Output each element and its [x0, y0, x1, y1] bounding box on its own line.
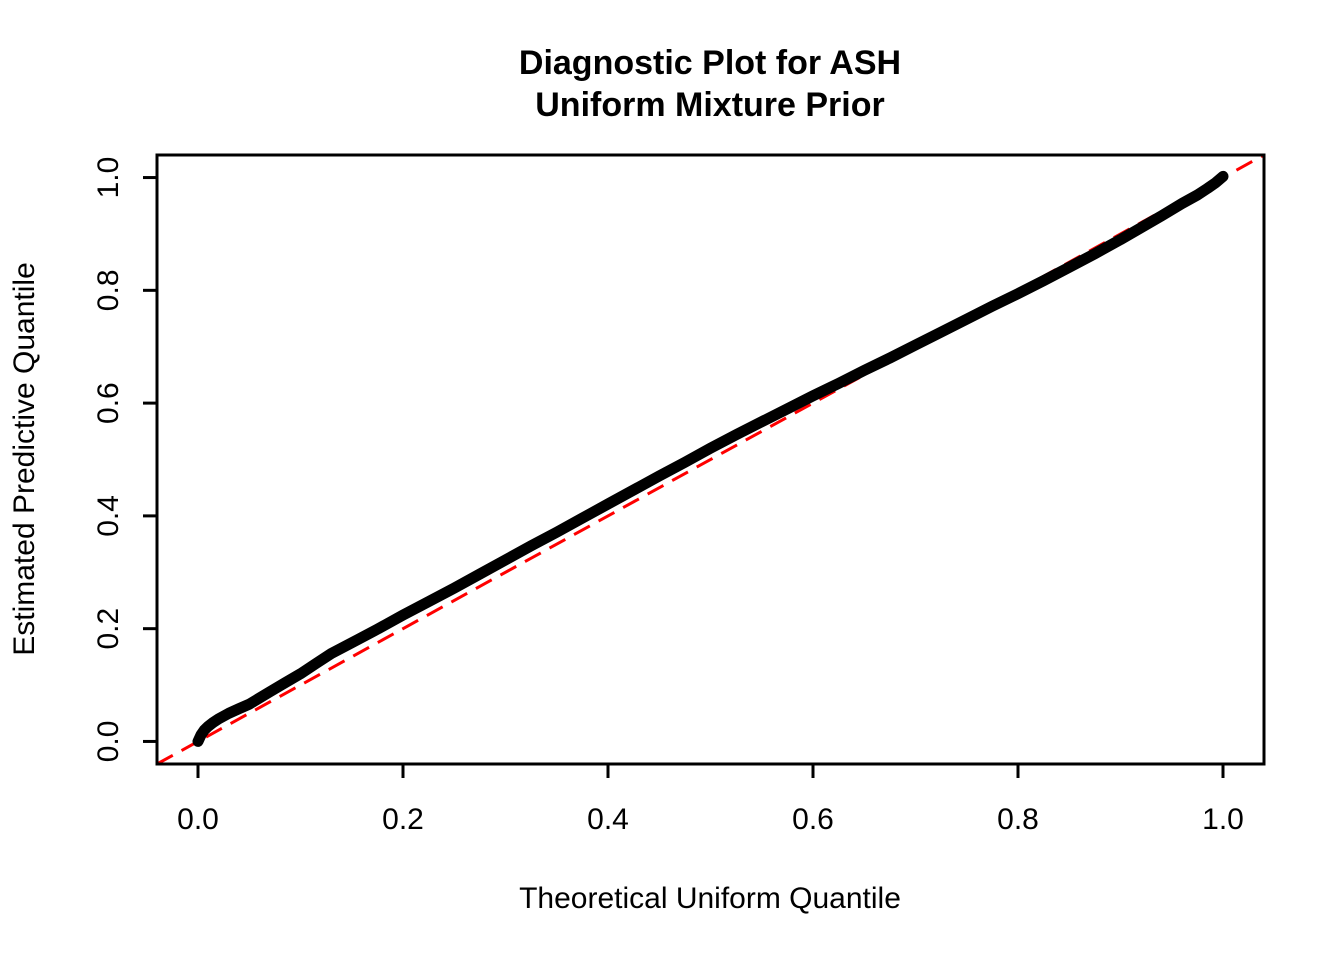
y-tick-label: 0.0: [92, 721, 125, 763]
y-tick-label: 0.8: [92, 269, 125, 311]
y-tick-label: 0.4: [92, 495, 125, 537]
x-tick-label: 0.6: [792, 803, 834, 836]
x-tick-label: 0.8: [997, 803, 1039, 836]
x-axis-title: Theoretical Uniform Quantile: [519, 882, 901, 915]
series-layer: [156, 153, 1265, 766]
x-tick-label: 0.0: [177, 803, 219, 836]
plot-title-line-2: Uniform Mixture Prior: [535, 86, 884, 124]
x-tick-label: 1.0: [1202, 803, 1244, 836]
y-tick-label: 0.6: [92, 382, 125, 424]
x-axis: 0.0 0.2 0.4 0.6 0.8 1.0: [177, 764, 1244, 836]
x-tick-label: 0.4: [587, 803, 629, 836]
y-tick-label: 0.2: [92, 608, 125, 650]
plot-box-border: [155, 153, 1266, 766]
y-axis-title: Estimated Predictive Quantile: [8, 262, 41, 656]
plot-title-line-1: Diagnostic Plot for ASH: [519, 44, 901, 82]
y-axis: 0.0 0.2 0.4 0.6 0.8 1.0: [92, 157, 157, 763]
x-tick-label: 0.2: [382, 803, 424, 836]
y-tick-label: 1.0: [92, 157, 125, 199]
estimated-predictive-quantile-curve: [192, 170, 1229, 747]
